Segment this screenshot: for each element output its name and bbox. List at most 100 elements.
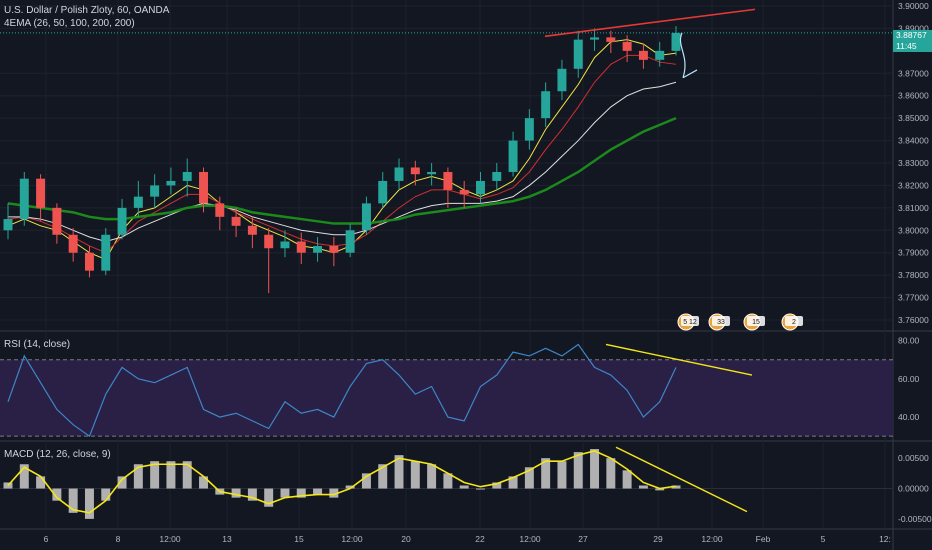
price-tick-label: 3.79000 bbox=[898, 248, 929, 258]
macd-histogram-bar bbox=[84, 488, 94, 519]
candle-body bbox=[427, 171, 437, 175]
candle-body bbox=[52, 207, 62, 235]
macd-histogram-bar bbox=[622, 470, 632, 489]
candle-body bbox=[264, 234, 274, 249]
candle-body bbox=[345, 230, 355, 253]
macd-histogram-bar bbox=[361, 473, 371, 489]
x-tick-label: 22 bbox=[475, 534, 485, 544]
macd-histogram-bar bbox=[166, 461, 176, 489]
event-badge-box bbox=[712, 316, 730, 326]
candle-body bbox=[622, 41, 632, 51]
event-badge[interactable]: 33 bbox=[708, 313, 730, 331]
macd-histogram-bar bbox=[410, 461, 420, 489]
resistance-trendline bbox=[544, 8, 756, 38]
x-tick-label: 12:00 bbox=[519, 534, 541, 544]
bar-countdown-label: 11:45 bbox=[893, 41, 932, 52]
macd-histogram-bar bbox=[573, 452, 583, 489]
x-tick-label: 27 bbox=[578, 534, 588, 544]
macd-histogram-bar bbox=[671, 485, 681, 489]
macd-histogram-bar bbox=[199, 476, 208, 489]
candle-body bbox=[410, 167, 420, 175]
ema-indicator-label: 4EMA (26, 50, 100, 200, 200) bbox=[4, 18, 135, 29]
candle-body bbox=[247, 225, 257, 235]
symbol-title: U.S. Dollar / Polish Zloty, 60, OANDA bbox=[4, 5, 170, 16]
candle-body bbox=[3, 219, 13, 231]
macd-histogram-bar bbox=[394, 455, 404, 489]
price-tick-label: 3.89000 bbox=[898, 23, 929, 33]
macd-histogram-bar bbox=[296, 488, 306, 498]
macd-histogram-bar bbox=[427, 464, 437, 489]
macd-legend: MACD (12, 26, close, 9) bbox=[4, 449, 111, 460]
macd-histogram-bar bbox=[443, 473, 453, 489]
price-tick-label: 3.86000 bbox=[898, 91, 929, 101]
price-tick-label: 3.78000 bbox=[898, 270, 929, 280]
event-badge-label: 5 12 bbox=[683, 319, 697, 326]
candle-body bbox=[101, 234, 111, 271]
candle-body bbox=[313, 245, 323, 253]
drawn-arrow bbox=[680, 32, 698, 79]
ema-line-2 bbox=[7, 54, 677, 254]
last-price-label: 3.88767 bbox=[893, 30, 932, 41]
event-badge[interactable]: 2 bbox=[781, 313, 803, 331]
candle-body bbox=[215, 203, 225, 217]
x-tick-label: 12:00 bbox=[159, 534, 181, 544]
candle-body bbox=[443, 171, 453, 190]
macd-histogram-bar bbox=[52, 488, 62, 501]
event-badge[interactable]: 5 12 bbox=[677, 313, 699, 331]
x-tick-label: 20 bbox=[401, 534, 411, 544]
macd-histogram-bar bbox=[150, 461, 160, 489]
price-tick-label: 3.76000 bbox=[898, 315, 929, 325]
macd-histogram-bar bbox=[117, 476, 127, 489]
macd-histogram-bar bbox=[476, 488, 485, 490]
event-badge-box bbox=[681, 316, 699, 326]
candle-body bbox=[557, 68, 567, 92]
x-tick-label: 12: bbox=[879, 534, 891, 544]
candle-body bbox=[590, 37, 600, 40]
ema-line-1 bbox=[7, 39, 677, 261]
price-tick-label: 3.81000 bbox=[898, 203, 929, 213]
event-badge-label: 2 bbox=[792, 319, 796, 326]
candle-body bbox=[68, 234, 78, 253]
candle-body bbox=[36, 178, 46, 208]
macd-histogram-bar bbox=[280, 488, 290, 498]
macd-histogram-bar bbox=[133, 464, 143, 489]
macd-histogram-bar bbox=[557, 461, 567, 489]
price-tick-label: 3.82000 bbox=[898, 180, 929, 190]
candle-body bbox=[573, 39, 583, 69]
rsi-tick-label: 40.00 bbox=[898, 412, 920, 422]
price-tick-label: 3.90000 bbox=[898, 1, 929, 11]
candle-body bbox=[459, 189, 469, 195]
price-tick-label: 3.84000 bbox=[898, 136, 929, 146]
x-tick-label: 13 bbox=[222, 534, 232, 544]
price-tick-label: 3.77000 bbox=[898, 293, 929, 303]
event-badges[interactable]: 5 12 33 15 2 bbox=[677, 313, 803, 331]
candle-body bbox=[541, 91, 551, 119]
macd-histogram-bar bbox=[182, 461, 192, 489]
price-tick-label: 3.83000 bbox=[898, 158, 929, 168]
candle-body bbox=[199, 171, 208, 204]
rsi-tick-label: 80.00 bbox=[898, 336, 920, 346]
macd-histogram-bar bbox=[508, 476, 518, 489]
macd-histogram-bar bbox=[590, 449, 600, 489]
macd-histogram-bar bbox=[247, 488, 257, 501]
candle-body bbox=[280, 241, 290, 249]
candle-body bbox=[638, 50, 648, 60]
candle-body bbox=[182, 171, 192, 181]
macd-tick-label: -0.00500 bbox=[898, 514, 932, 524]
macd-histogram-bar bbox=[313, 488, 323, 495]
x-tick-label: 6 bbox=[44, 534, 49, 544]
x-tick-label: 5 bbox=[821, 534, 826, 544]
candle-body bbox=[117, 207, 127, 235]
price-tick-label: 3.87000 bbox=[898, 68, 929, 78]
candle-body bbox=[476, 180, 485, 195]
user-drawings[interactable] bbox=[544, 8, 756, 513]
macd-histogram-bar bbox=[638, 485, 648, 489]
event-badge[interactable]: 15 bbox=[743, 313, 765, 331]
candle-body bbox=[378, 180, 388, 204]
macd-signal-line bbox=[7, 450, 677, 514]
price-candles bbox=[0, 26, 893, 294]
x-tick-label: 15 bbox=[294, 534, 304, 544]
macd-histogram-bar bbox=[101, 488, 111, 501]
